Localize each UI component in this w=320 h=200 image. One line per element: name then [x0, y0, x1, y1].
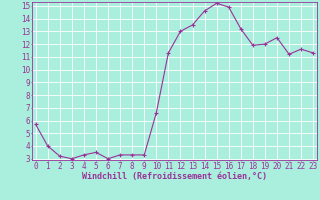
X-axis label: Windchill (Refroidissement éolien,°C): Windchill (Refroidissement éolien,°C)	[82, 172, 267, 181]
